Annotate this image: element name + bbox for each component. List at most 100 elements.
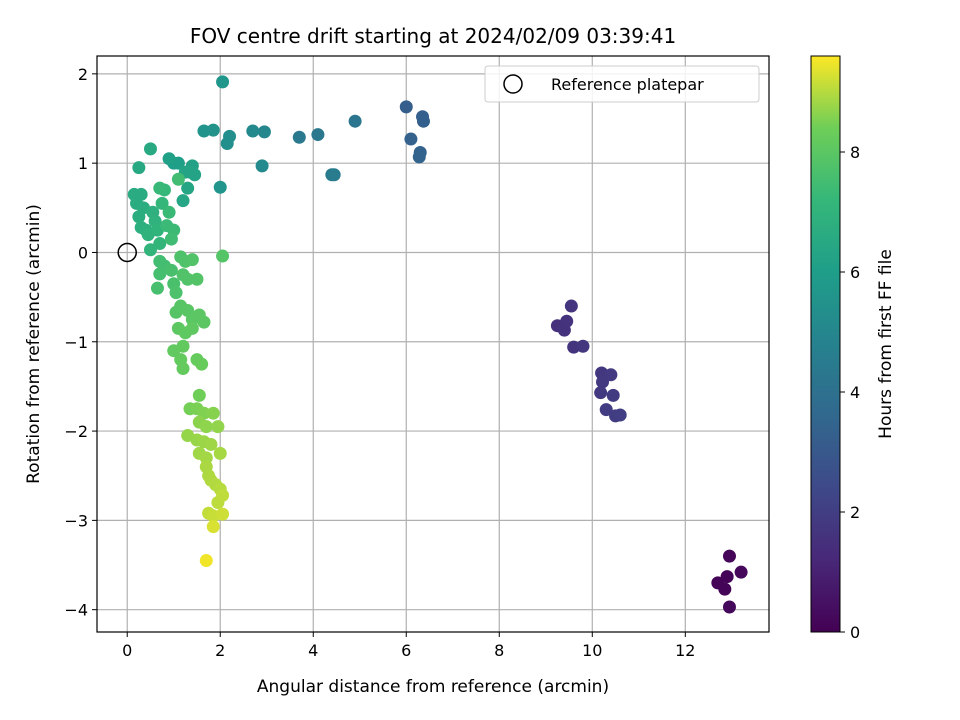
scatter-point — [197, 315, 211, 329]
scatter-point — [257, 125, 271, 139]
scatter-point — [162, 205, 176, 219]
reference-platepar-marker — [117, 242, 137, 263]
x-tick-label: 2 — [215, 641, 225, 660]
colorbar: 0 2 4 6 8 Hours from first FF file — [810, 55, 896, 642]
scatter-point — [199, 554, 213, 568]
scatter-point — [176, 362, 190, 376]
x-tick-label: 8 — [494, 641, 504, 660]
scatter-point — [599, 403, 613, 417]
scatter-point — [720, 570, 734, 584]
scatter-point — [185, 253, 199, 267]
y-tick-label: −1 — [64, 333, 88, 352]
scatter-point — [206, 406, 220, 420]
scatter-point — [404, 132, 418, 146]
scatter-point — [162, 152, 176, 166]
scatter-point — [216, 249, 230, 263]
scatter-point — [292, 130, 306, 144]
scatter-point — [604, 368, 618, 382]
scatter-point — [132, 161, 146, 175]
colorbar-tick-label: 6 — [850, 263, 860, 282]
y-tick-label: −3 — [64, 511, 88, 530]
scatter-point — [576, 339, 590, 353]
scatter-point — [199, 420, 213, 434]
scatter-point — [143, 243, 157, 257]
scatter-point — [348, 114, 362, 128]
scatter-point — [155, 196, 169, 210]
scatter-point — [722, 549, 736, 563]
scatter-point — [190, 272, 204, 286]
scatter-point — [206, 520, 220, 534]
x-axis-label: Angular distance from reference (arcmin) — [257, 677, 609, 697]
colorbar-tick-label: 4 — [850, 383, 860, 402]
scatter-point — [150, 281, 164, 295]
y-tick-labels: 2 1 0 −1 −2 −3 −4 — [64, 65, 88, 620]
scatter-point — [412, 150, 426, 164]
scatter-point — [613, 408, 627, 422]
colorbar-tick-label: 0 — [850, 623, 860, 642]
y-tick-label: −4 — [64, 601, 88, 620]
scatter-point — [311, 128, 325, 142]
legend-entry-label: Reference platepar — [551, 75, 704, 94]
scatter-point — [153, 237, 167, 251]
scatter-point — [153, 267, 167, 281]
scatter-point — [246, 124, 260, 138]
colorbar-gradient — [810, 55, 841, 633]
scatter-point — [132, 210, 146, 224]
x-tick-label: 12 — [675, 641, 695, 660]
scatter-point — [143, 142, 157, 156]
scatter-point — [181, 181, 195, 195]
scatter-point — [327, 168, 341, 182]
scatter-point — [204, 437, 218, 451]
colorbar-tick-label: 8 — [850, 143, 860, 162]
scatter-point — [220, 137, 234, 151]
scatter-point — [594, 386, 608, 400]
grid-lines — [97, 56, 769, 632]
scatter-point — [213, 446, 227, 460]
scatter-point — [399, 100, 413, 114]
scatter-point — [722, 600, 736, 614]
x-tick-label: 10 — [582, 641, 602, 660]
chart-title: FOV centre drift starting at 2024/02/09 … — [190, 24, 676, 48]
scatter-point — [211, 420, 225, 434]
x-tick-label: 6 — [401, 641, 411, 660]
colorbar-label: Hours from first FF file — [876, 249, 896, 439]
legend-box — [484, 65, 760, 103]
axis-ticks — [92, 73, 686, 637]
scatter-point — [734, 565, 748, 579]
y-tick-label: 2 — [78, 65, 88, 84]
y-tick-label: 1 — [78, 154, 88, 173]
y-axis-label: Rotation from reference (arcmin) — [24, 204, 44, 484]
scatter-point — [216, 507, 230, 521]
scatter-point — [416, 114, 430, 128]
y-tick-label: −2 — [64, 422, 88, 441]
scatter-point — [176, 194, 190, 208]
scatter-point — [255, 159, 269, 173]
scatter-point — [185, 321, 199, 335]
scatter-points — [127, 75, 748, 614]
scatter-point — [164, 232, 178, 246]
scatter-point — [181, 272, 195, 286]
scatter-point — [176, 339, 190, 353]
scatter-point — [216, 488, 230, 502]
legend-marker-icon — [503, 74, 523, 94]
scatter-point — [718, 582, 732, 596]
scatter-point — [192, 388, 206, 402]
scatter-point — [195, 357, 209, 371]
colorbar-ticks: 0 2 4 6 8 — [840, 143, 860, 642]
colorbar-tick-label: 2 — [850, 503, 860, 522]
scatter-point — [199, 451, 213, 465]
x-tick-labels: 0 2 4 6 8 10 12 — [122, 641, 695, 660]
plot-frame — [96, 55, 770, 633]
scatter-point — [164, 263, 178, 277]
scatter-point — [216, 75, 230, 89]
scatter-point — [169, 286, 183, 300]
scatter-point — [606, 388, 620, 402]
x-tick-label: 4 — [308, 641, 318, 660]
y-tick-label: 0 — [78, 243, 88, 262]
legend: Reference platepar — [484, 65, 760, 103]
x-tick-label: 0 — [122, 641, 132, 660]
scatter-point — [564, 299, 578, 313]
scatter-point — [171, 172, 185, 186]
scatter-point — [213, 180, 227, 194]
